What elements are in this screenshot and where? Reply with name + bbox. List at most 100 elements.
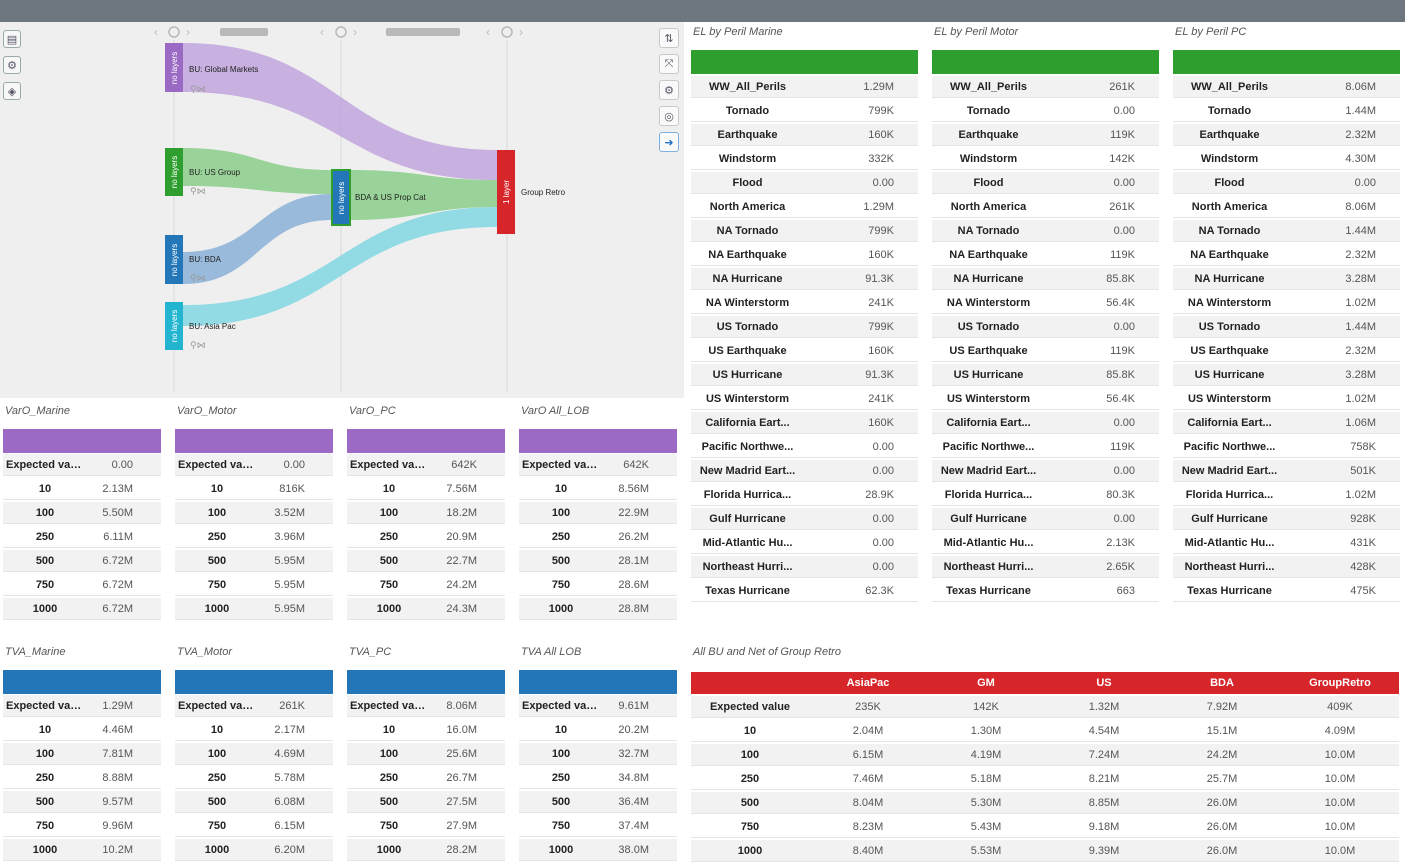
- row-value: 26.7M: [431, 767, 505, 789]
- row-value: 91.3K: [804, 268, 918, 290]
- column-controls-1[interactable]: ‹ ›: [154, 25, 268, 39]
- calendar-icon[interactable]: ▤: [3, 30, 21, 48]
- table-row: 250 3.96M: [175, 526, 333, 548]
- node-global-markets: [165, 43, 183, 92]
- row-label: 10: [3, 719, 87, 741]
- row-value: 799K: [804, 316, 918, 338]
- row-value: 0.00: [804, 436, 918, 458]
- row-label: 500: [519, 550, 603, 572]
- row-label: US Earthquake: [932, 340, 1045, 362]
- el-marine-header: [691, 50, 918, 74]
- node-side-label: 1 layer: [502, 180, 511, 204]
- row-label: North America: [691, 196, 804, 218]
- row-value: 119K: [1045, 244, 1159, 266]
- table-row: NA Winterstorm 241K: [691, 292, 918, 314]
- cell-value: 5.43M: [927, 816, 1045, 838]
- table-row: Northeast Hurri... 428K: [1173, 556, 1400, 578]
- table-row: Expected value 0.00: [175, 454, 333, 476]
- row-label: WW_All_Perils: [932, 76, 1045, 98]
- row-value: 160K: [804, 340, 918, 362]
- row-value: 22.9M: [603, 502, 677, 524]
- row-value: 5.95M: [259, 574, 333, 596]
- column-header[interactable]: GroupRetro: [1281, 672, 1399, 694]
- tva-pc-table: Expected value 8.06M 10 16.0M 100 25.6M 250 26.…: [347, 693, 505, 863]
- cell-value: 9.39M: [1045, 840, 1163, 862]
- column-controls-2[interactable]: ‹ ›: [320, 25, 460, 39]
- row-value: 0.00: [804, 172, 918, 194]
- table-row: NA Hurricane 91.3K: [691, 268, 918, 290]
- table-row: 10 2.04M 1.30M 4.54M 15.1M 4.09M: [691, 720, 1399, 742]
- hide-icon[interactable]: ◎: [659, 106, 679, 126]
- row-label: NA Winterstorm: [932, 292, 1045, 314]
- column-header[interactable]: BDA: [1163, 672, 1281, 694]
- table-row: 500 36.4M: [519, 791, 677, 813]
- row-label: Mid-Atlantic Hu...: [932, 532, 1045, 554]
- table-row: 100 32.7M: [519, 743, 677, 765]
- row-label: 750: [3, 574, 87, 596]
- row-value: 0.00: [1045, 316, 1159, 338]
- table-row: US Winterstorm 1.02M: [1173, 388, 1400, 410]
- row-label: US Tornado: [932, 316, 1045, 338]
- table-row: Windstorm 4.30M: [1173, 148, 1400, 170]
- row-label: Florida Hurrica...: [691, 484, 804, 506]
- row-value: 6.72M: [87, 550, 161, 572]
- attachment-icon: ⚲⋈: [190, 273, 206, 283]
- navigate-icon[interactable]: ➜: [659, 132, 679, 152]
- table-row: 100 22.9M: [519, 502, 677, 524]
- sort-icon[interactable]: ⇅: [659, 28, 679, 48]
- svg-text:‹: ‹: [320, 25, 324, 39]
- settings-icon[interactable]: ⚙: [659, 80, 679, 100]
- row-value: 1.44M: [1286, 220, 1400, 242]
- table-row: NA Tornado 1.44M: [1173, 220, 1400, 242]
- table-row: Northeast Hurri... 0.00: [691, 556, 918, 578]
- node-bda: [165, 235, 183, 284]
- column-header[interactable]: AsiaPac: [809, 672, 927, 694]
- gear-icon[interactable]: ⚙: [3, 56, 21, 74]
- table-row: 100 6.15M 4.19M 7.24M 24.2M 10.0M: [691, 744, 1399, 766]
- row-label: NA Winterstorm: [1173, 292, 1286, 314]
- column-header[interactable]: GM: [927, 672, 1045, 694]
- table-row: 750 5.95M: [175, 574, 333, 596]
- attachment-icon: ⚲⋈: [190, 340, 206, 350]
- row-value: 428K: [1286, 556, 1400, 578]
- table-row: US Earthquake 160K: [691, 340, 918, 362]
- expand-icon[interactable]: ⤧: [659, 54, 679, 74]
- table-row: 10 8.56M: [519, 478, 677, 500]
- cell-value: 8.23M: [809, 816, 927, 838]
- table-row: 250 6.11M: [3, 526, 161, 548]
- table-row: 750 6.72M: [3, 574, 161, 596]
- svg-text:‹: ‹: [486, 25, 490, 39]
- tag-icon[interactable]: ◈: [3, 82, 21, 100]
- attachment-icon: ⚲⋈: [190, 186, 206, 196]
- row-value: 2.13M: [87, 478, 161, 500]
- table-row: 500 8.04M 5.30M 8.85M 26.0M 10.0M: [691, 792, 1399, 814]
- row-label: Expected value: [175, 454, 259, 476]
- row-value: 816K: [259, 478, 333, 500]
- cell-value: 9.18M: [1045, 816, 1163, 838]
- row-label: 10: [175, 478, 259, 500]
- el-motor-title: EL by Peril Motor: [934, 26, 1019, 38]
- row-label: 1000: [519, 598, 603, 620]
- table-row: 750 28.6M: [519, 574, 677, 596]
- svg-text:›: ›: [186, 25, 190, 39]
- row-label: Gulf Hurricane: [932, 508, 1045, 530]
- var-motor-table: Expected value 0.00 10 816K 100 3.52M 250 3.96M…: [175, 452, 333, 622]
- table-row: New Madrid Eart... 0.00: [691, 460, 918, 482]
- row-label: Expected value: [519, 695, 603, 717]
- row-label: 500: [347, 550, 431, 572]
- row-value: 36.4M: [603, 791, 677, 813]
- flow-link-asia-pac: [183, 207, 497, 326]
- cell-value: 4.19M: [927, 744, 1045, 766]
- all-bu-header-row: AsiaPac GM US BDA GroupRetro: [691, 672, 1399, 694]
- cell-value: 8.04M: [809, 792, 927, 814]
- row-label: NA Earthquake: [1173, 244, 1286, 266]
- column-header[interactable]: US: [1045, 672, 1163, 694]
- row-value: 62.3K: [804, 580, 918, 602]
- row-label: US Tornado: [691, 316, 804, 338]
- row-value: 91.3K: [804, 364, 918, 386]
- column-controls-3[interactable]: ‹ ›: [486, 25, 523, 39]
- row-label: 500: [175, 550, 259, 572]
- row-label: NA Tornado: [932, 220, 1045, 242]
- row-label: Expected value: [347, 695, 431, 717]
- row-label: 10: [519, 719, 603, 741]
